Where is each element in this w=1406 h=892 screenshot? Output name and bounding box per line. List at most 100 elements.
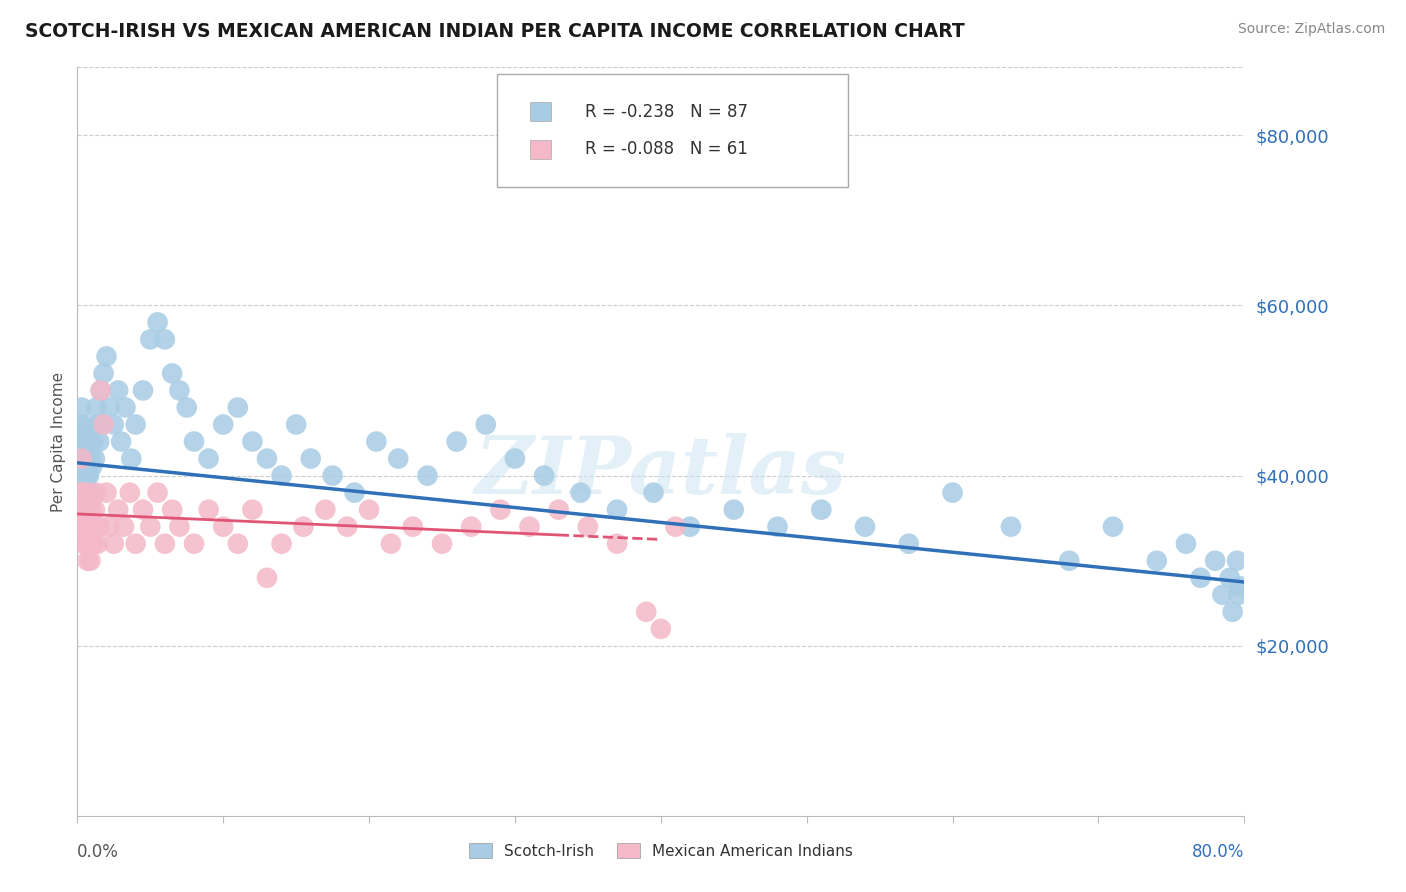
Point (1204, 554, 1226, 568)
Point (336, 519, 359, 533)
Point (942, 485, 965, 500)
Point (70, 451, 93, 466)
Point (73, 468, 96, 483)
Point (636, 605, 658, 619)
Point (197, 451, 219, 466)
Point (146, 485, 169, 500)
Point (357, 502, 380, 516)
Point (664, 519, 686, 533)
Point (1211, 588, 1233, 602)
Point (72, 485, 94, 500)
Point (72, 434, 94, 449)
Point (343, 485, 366, 500)
Point (475, 417, 498, 432)
Point (79, 494, 101, 508)
Point (853, 519, 876, 533)
Point (87, 537, 110, 551)
Point (79, 554, 101, 568)
Point (75, 451, 97, 466)
Point (519, 519, 541, 533)
Point (366, 434, 388, 449)
Point (146, 315, 169, 329)
Point (96, 485, 118, 500)
Point (72, 537, 94, 551)
Legend: Scotch-Irish, Mexican American Indians: Scotch-Irish, Mexican American Indians (463, 837, 859, 864)
Point (67, 502, 90, 516)
Point (107, 384, 129, 398)
Point (91, 417, 114, 432)
Point (120, 451, 142, 466)
Point (77, 519, 100, 533)
Point (98, 519, 121, 533)
Point (606, 537, 628, 551)
Point (132, 502, 155, 516)
Point (82, 434, 104, 449)
Point (285, 417, 308, 432)
Point (124, 537, 148, 551)
Text: R = -0.238   N = 87: R = -0.238 N = 87 (585, 103, 748, 120)
Point (322, 468, 344, 483)
Point (1174, 537, 1197, 551)
Point (380, 537, 402, 551)
Point (103, 537, 125, 551)
Point (69, 485, 91, 500)
Point (1229, 579, 1251, 593)
Point (77, 468, 100, 483)
Point (270, 468, 292, 483)
Point (183, 537, 205, 551)
Point (153, 332, 176, 346)
Point (547, 502, 569, 516)
Point (1057, 554, 1080, 568)
Point (1222, 605, 1244, 619)
Point (79, 502, 101, 516)
Point (533, 468, 555, 483)
FancyBboxPatch shape (530, 140, 551, 159)
Point (69, 443, 91, 458)
Point (112, 519, 135, 533)
Point (240, 502, 263, 516)
Point (723, 502, 745, 516)
Point (72, 460, 94, 475)
Point (1227, 588, 1250, 602)
Point (489, 502, 512, 516)
Point (503, 451, 526, 466)
Text: R = -0.088   N = 61: R = -0.088 N = 61 (585, 140, 748, 158)
Point (69, 519, 91, 533)
Point (83, 502, 105, 516)
Point (110, 434, 132, 449)
Point (72, 443, 94, 458)
Point (643, 485, 665, 500)
Point (402, 519, 425, 533)
Point (299, 451, 322, 466)
Point (80, 519, 103, 533)
Point (169, 384, 191, 398)
Point (75, 537, 97, 551)
Point (569, 485, 592, 500)
Point (70, 425, 93, 440)
Point (77, 537, 100, 551)
Point (650, 622, 672, 636)
Y-axis label: Per Capita Income: Per Capita Income (51, 371, 66, 512)
Point (73, 417, 96, 432)
Text: Source: ZipAtlas.com: Source: ZipAtlas.com (1237, 22, 1385, 37)
Point (387, 451, 409, 466)
Point (1189, 571, 1212, 585)
Point (183, 434, 205, 449)
Point (82, 537, 104, 551)
Point (80, 460, 103, 475)
Point (160, 367, 183, 381)
Text: ZIPatlas: ZIPatlas (475, 433, 846, 510)
Text: 0.0%: 0.0% (77, 844, 120, 862)
Text: SCOTCH-IRISH VS MEXICAN AMERICAN INDIAN PER CAPITA INCOME CORRELATION CHART: SCOTCH-IRISH VS MEXICAN AMERICAN INDIAN … (25, 22, 965, 41)
Point (226, 537, 249, 551)
Point (446, 434, 468, 449)
Point (314, 502, 336, 516)
Point (76, 502, 98, 516)
Point (416, 468, 439, 483)
Point (83, 451, 105, 466)
Point (160, 502, 183, 516)
Point (84, 485, 107, 500)
Point (226, 401, 249, 415)
Point (139, 332, 162, 346)
Point (270, 537, 292, 551)
